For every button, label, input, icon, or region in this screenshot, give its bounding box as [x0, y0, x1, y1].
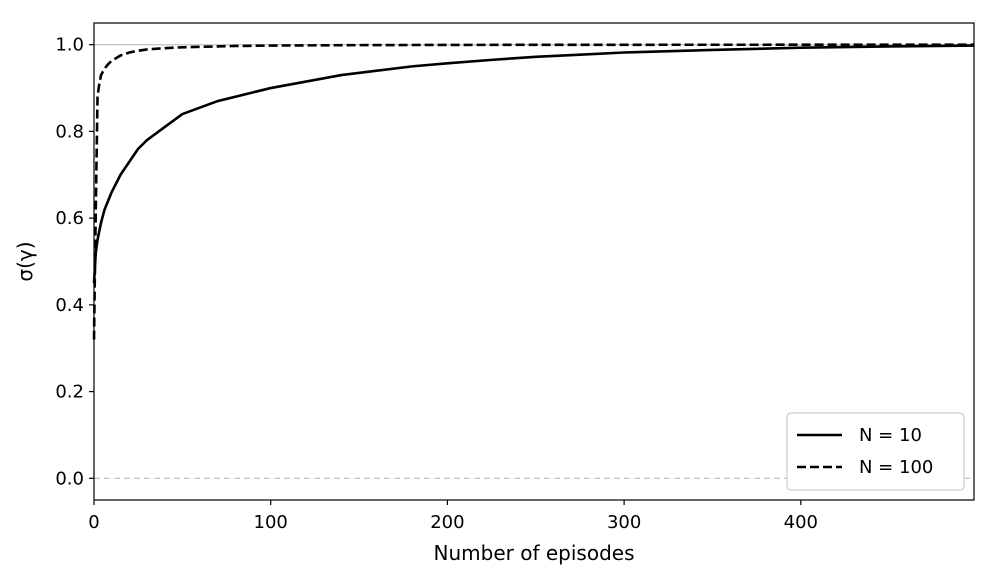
y-axis-ticks: 0.0 0.2 0.4 0.6 0.8 1.0	[55, 35, 94, 489]
x-axis-label: Number of episodes	[434, 541, 635, 565]
y-tick-label: 1.0	[55, 35, 84, 56]
plot-lines	[92, 43, 975, 340]
x-tick-label: 400	[784, 512, 818, 533]
x-tick-label: 0	[88, 512, 99, 533]
series-line-2	[92, 43, 975, 340]
x-tick-label: 300	[607, 512, 641, 533]
plot-frame	[93, 22, 975, 501]
y-tick-label: 0.2	[55, 382, 84, 403]
x-axis-ticks: 0 100 200 300 400	[88, 500, 818, 533]
y-tick-label: 0.0	[55, 468, 84, 489]
y-tick-label: 0.4	[55, 295, 84, 316]
x-tick-label: 100	[254, 512, 288, 533]
legend-box	[786, 412, 965, 491]
legend: N = 10 N = 100	[786, 412, 965, 491]
legend-label: N = 10	[859, 425, 922, 446]
y-axis-label: σ(γ)	[13, 241, 37, 281]
series-line-1	[92, 44, 975, 284]
y-tick-label: 0.6	[55, 208, 84, 229]
y-tick-label: 0.8	[55, 121, 84, 142]
legend-label: N = 100	[859, 457, 933, 478]
x-tick-label: 200	[430, 512, 464, 533]
